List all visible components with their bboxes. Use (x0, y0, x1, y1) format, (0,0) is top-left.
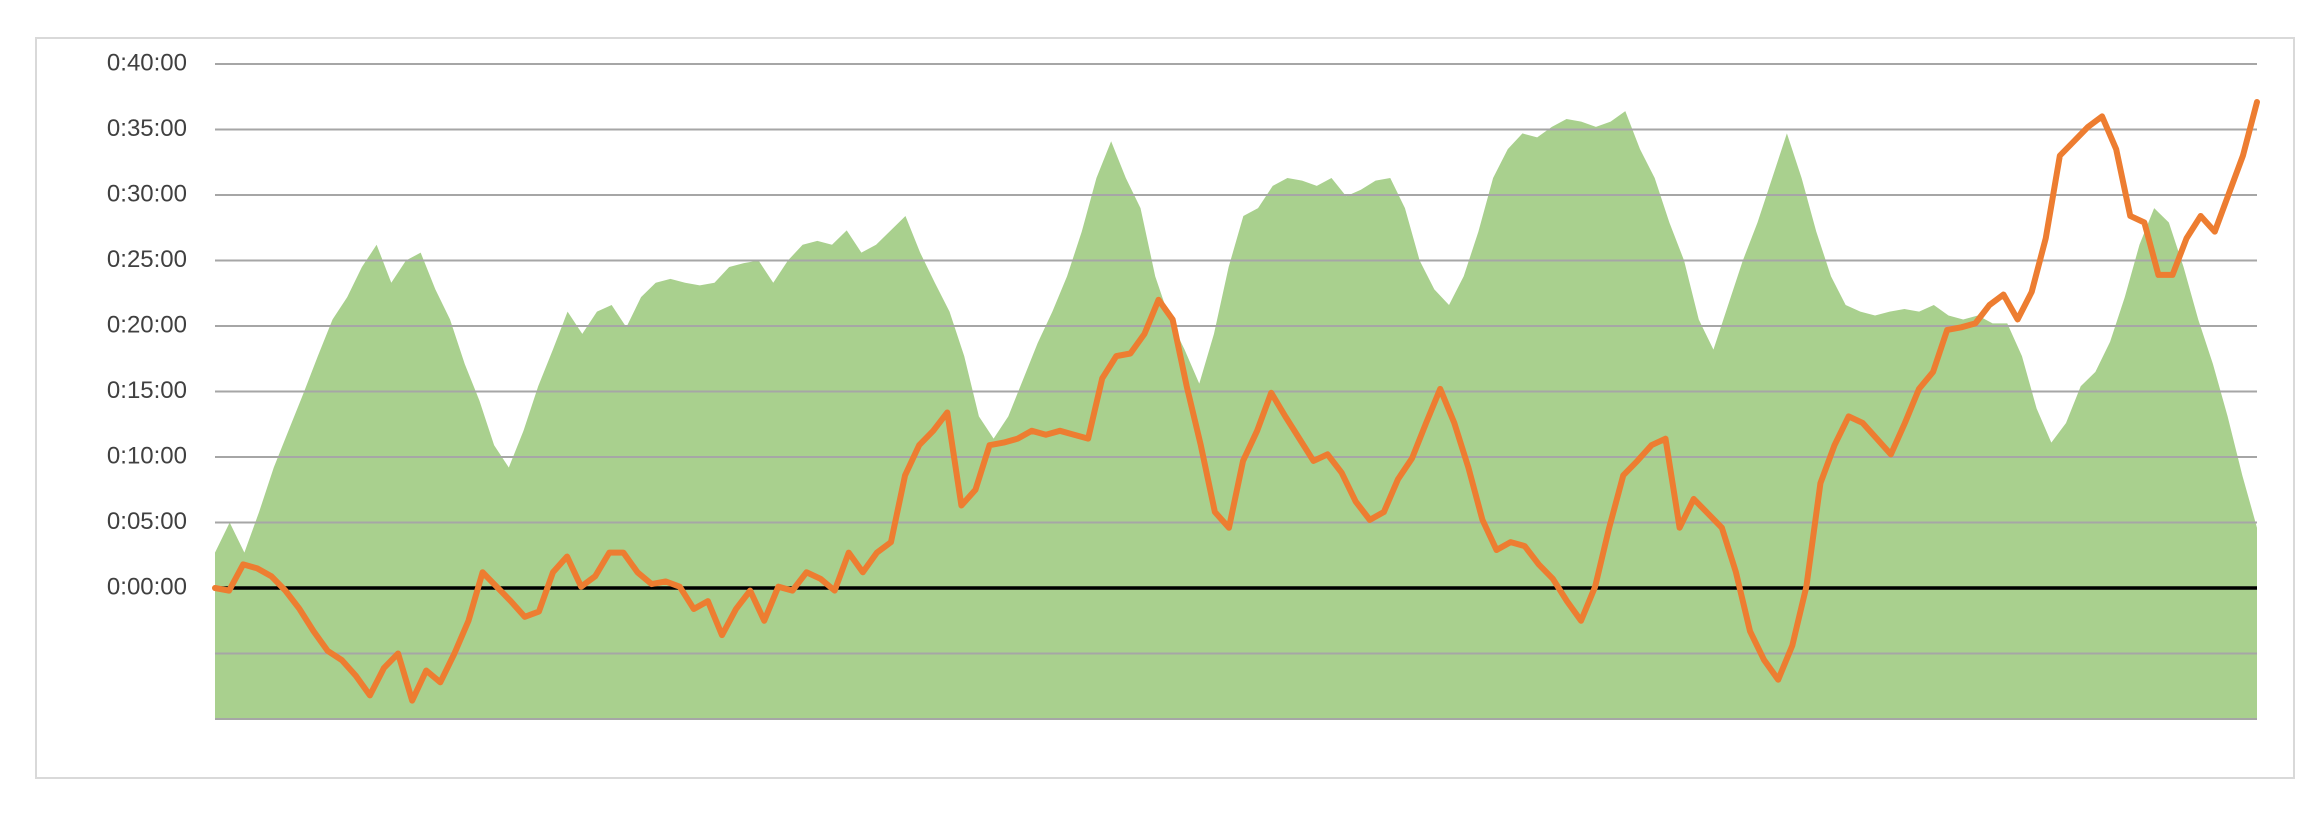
y-tick-label: 0:40:00 (107, 49, 187, 76)
area (215, 111, 2257, 719)
y-tick-label: 0:25:00 (107, 246, 187, 273)
y-tick-label: 0:10:00 (107, 442, 187, 469)
y-tick-label: 0:05:00 (107, 508, 187, 535)
y-tick-label: 0:00:00 (107, 573, 187, 600)
line (212, 98, 2260, 704)
y-tick-label: 0:35:00 (107, 115, 187, 142)
y-tick-label: 0:20:00 (107, 311, 187, 338)
y-tick-label: 0:15:00 (107, 377, 187, 404)
y-tick-label: 0:30:00 (107, 180, 187, 207)
